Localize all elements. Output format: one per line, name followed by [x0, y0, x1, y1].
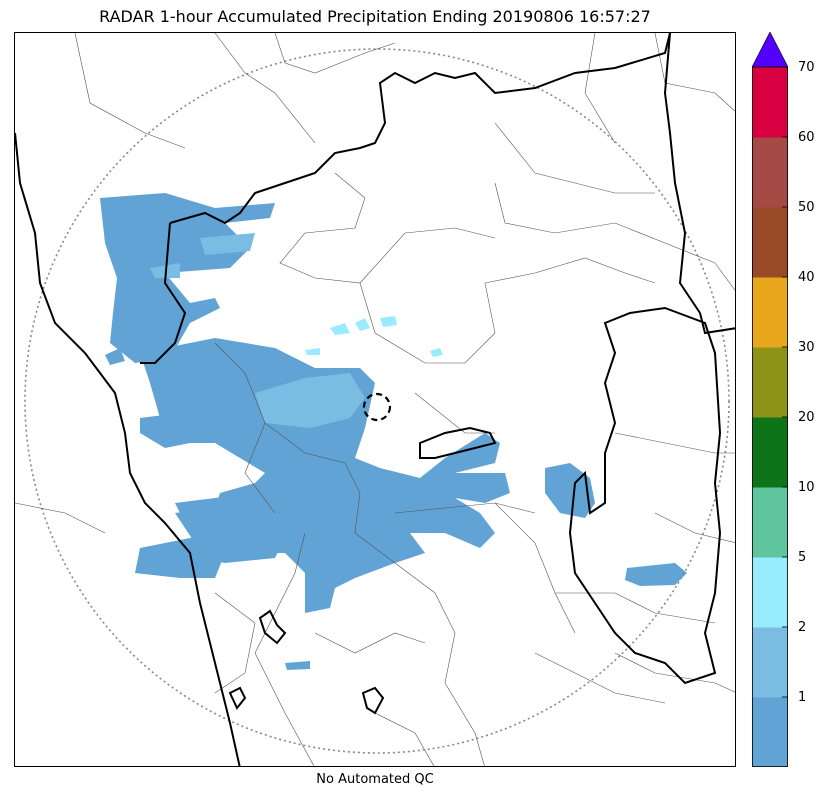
precipitation-layer [100, 193, 687, 670]
qc-status: No Automated QC [316, 772, 434, 787]
district-boundaries [15, 33, 735, 766]
colorbar-tick-label: 2 [798, 619, 807, 635]
radar-map [14, 32, 736, 767]
colorbar-bin [752, 697, 788, 767]
colorbar-extend-triangle [752, 32, 788, 68]
colorbar [752, 32, 788, 767]
colorbar-bin [752, 207, 788, 278]
colorbar-bin [752, 627, 788, 698]
colorbar-bin [752, 347, 788, 418]
precipitation-2-5mm [305, 316, 443, 357]
colorbar-tick-label: 50 [798, 199, 815, 215]
precipitation-1-2mm [150, 233, 365, 428]
map-title: RADAR 1-hour Accumulated Precipitation E… [99, 7, 651, 26]
colorbar-tick-label: 10 [798, 479, 815, 495]
colorbar-tick-label: 1 [798, 689, 807, 705]
colorbar-bin [752, 137, 788, 208]
radar-map-canvas [15, 33, 735, 766]
colorbar-canvas [752, 32, 788, 767]
radar-site-marker [362, 392, 392, 422]
range-ring [24, 48, 730, 754]
colorbar-tick-label: 30 [798, 339, 815, 355]
colorbar-bin [752, 417, 788, 488]
colorbar-tick-label: 5 [798, 549, 807, 565]
colorbar-bin [752, 557, 788, 628]
colorbar-tick-label: 60 [798, 129, 815, 145]
colorbar-tick-label: 70 [798, 59, 815, 75]
colorbar-tick-label: 20 [798, 409, 815, 425]
state-boundaries [15, 33, 735, 766]
colorbar-bin [752, 67, 788, 138]
colorbar-bin [752, 277, 788, 348]
colorbar-tick-label: 40 [798, 269, 815, 285]
colorbar-bin [752, 487, 788, 558]
